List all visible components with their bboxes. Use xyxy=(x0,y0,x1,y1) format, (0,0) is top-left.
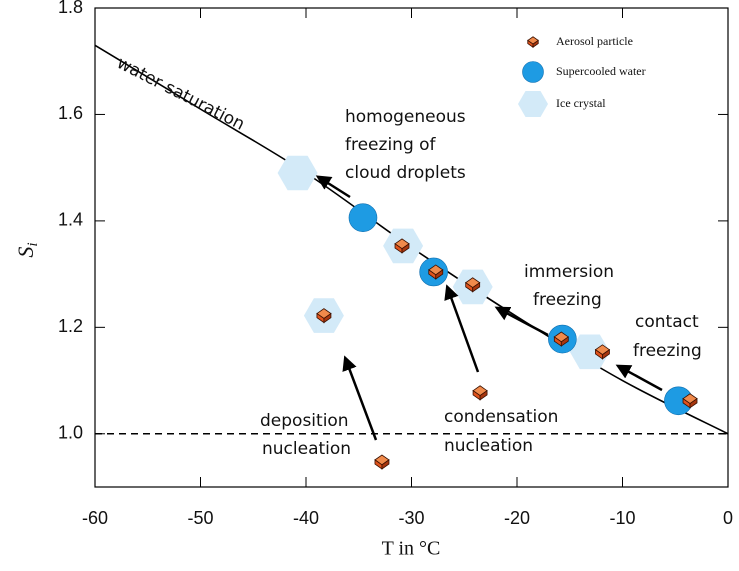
y-tick-label: 1.2 xyxy=(58,316,83,336)
y-label-symbol: S xyxy=(13,247,38,258)
arrow xyxy=(620,367,662,390)
y-label-subscript: i xyxy=(25,242,41,246)
y-tick-label: 1.4 xyxy=(58,210,83,230)
legend: Ice crystal Supercooled water Aerosol part… xyxy=(518,34,646,117)
plot-area xyxy=(95,8,728,487)
annotation: cloud droplets xyxy=(345,163,466,183)
marker xyxy=(473,386,487,400)
arrow xyxy=(346,360,376,440)
y-tick-label: 1.0 xyxy=(58,423,83,443)
y-axis-label: Si xyxy=(13,242,41,257)
legend-label: Supercooled water xyxy=(556,64,646,78)
annotation: nucleation xyxy=(444,436,533,456)
annotation: freezing xyxy=(633,341,702,361)
annotation: immersion xyxy=(524,262,614,282)
legend-label: Aerosol particle xyxy=(556,34,633,48)
arrow xyxy=(499,309,548,335)
annotation: contact xyxy=(635,312,699,332)
annotation: condensation xyxy=(444,407,558,427)
x-tick-label: -60 xyxy=(82,508,108,528)
x-tick-label: 0 xyxy=(723,508,733,528)
marker xyxy=(278,156,318,191)
legend-marker xyxy=(528,37,539,48)
chart: water saturation homogeneous freezing of… xyxy=(0,0,739,567)
y-tick-label: 1.8 xyxy=(58,0,83,17)
marker xyxy=(375,455,389,469)
water-droplet xyxy=(349,204,377,232)
marker xyxy=(349,204,377,232)
ice-crystal xyxy=(278,156,318,191)
annotation: nucleation xyxy=(262,439,351,459)
x-axis-label: T in °C xyxy=(382,538,441,560)
curve-label: water saturation xyxy=(113,53,247,135)
annotation: freezing of xyxy=(345,135,437,155)
x-tick-label: -40 xyxy=(293,508,319,528)
water-droplet xyxy=(523,62,544,83)
legend-label: Ice crystal xyxy=(556,96,606,110)
x-tick-label: -10 xyxy=(609,508,635,528)
x-tick-label: -30 xyxy=(398,508,424,528)
y-tick-label: 1.6 xyxy=(58,103,83,123)
ice-crystal xyxy=(518,91,548,117)
x-tick-label: -50 xyxy=(187,508,213,528)
annotation: homogeneous xyxy=(345,107,466,127)
x-tick-label: -20 xyxy=(504,508,530,528)
annotation: deposition xyxy=(260,411,349,431)
legend-marker xyxy=(518,91,548,117)
legend-marker xyxy=(523,62,544,83)
annotation: freezing xyxy=(533,290,602,310)
